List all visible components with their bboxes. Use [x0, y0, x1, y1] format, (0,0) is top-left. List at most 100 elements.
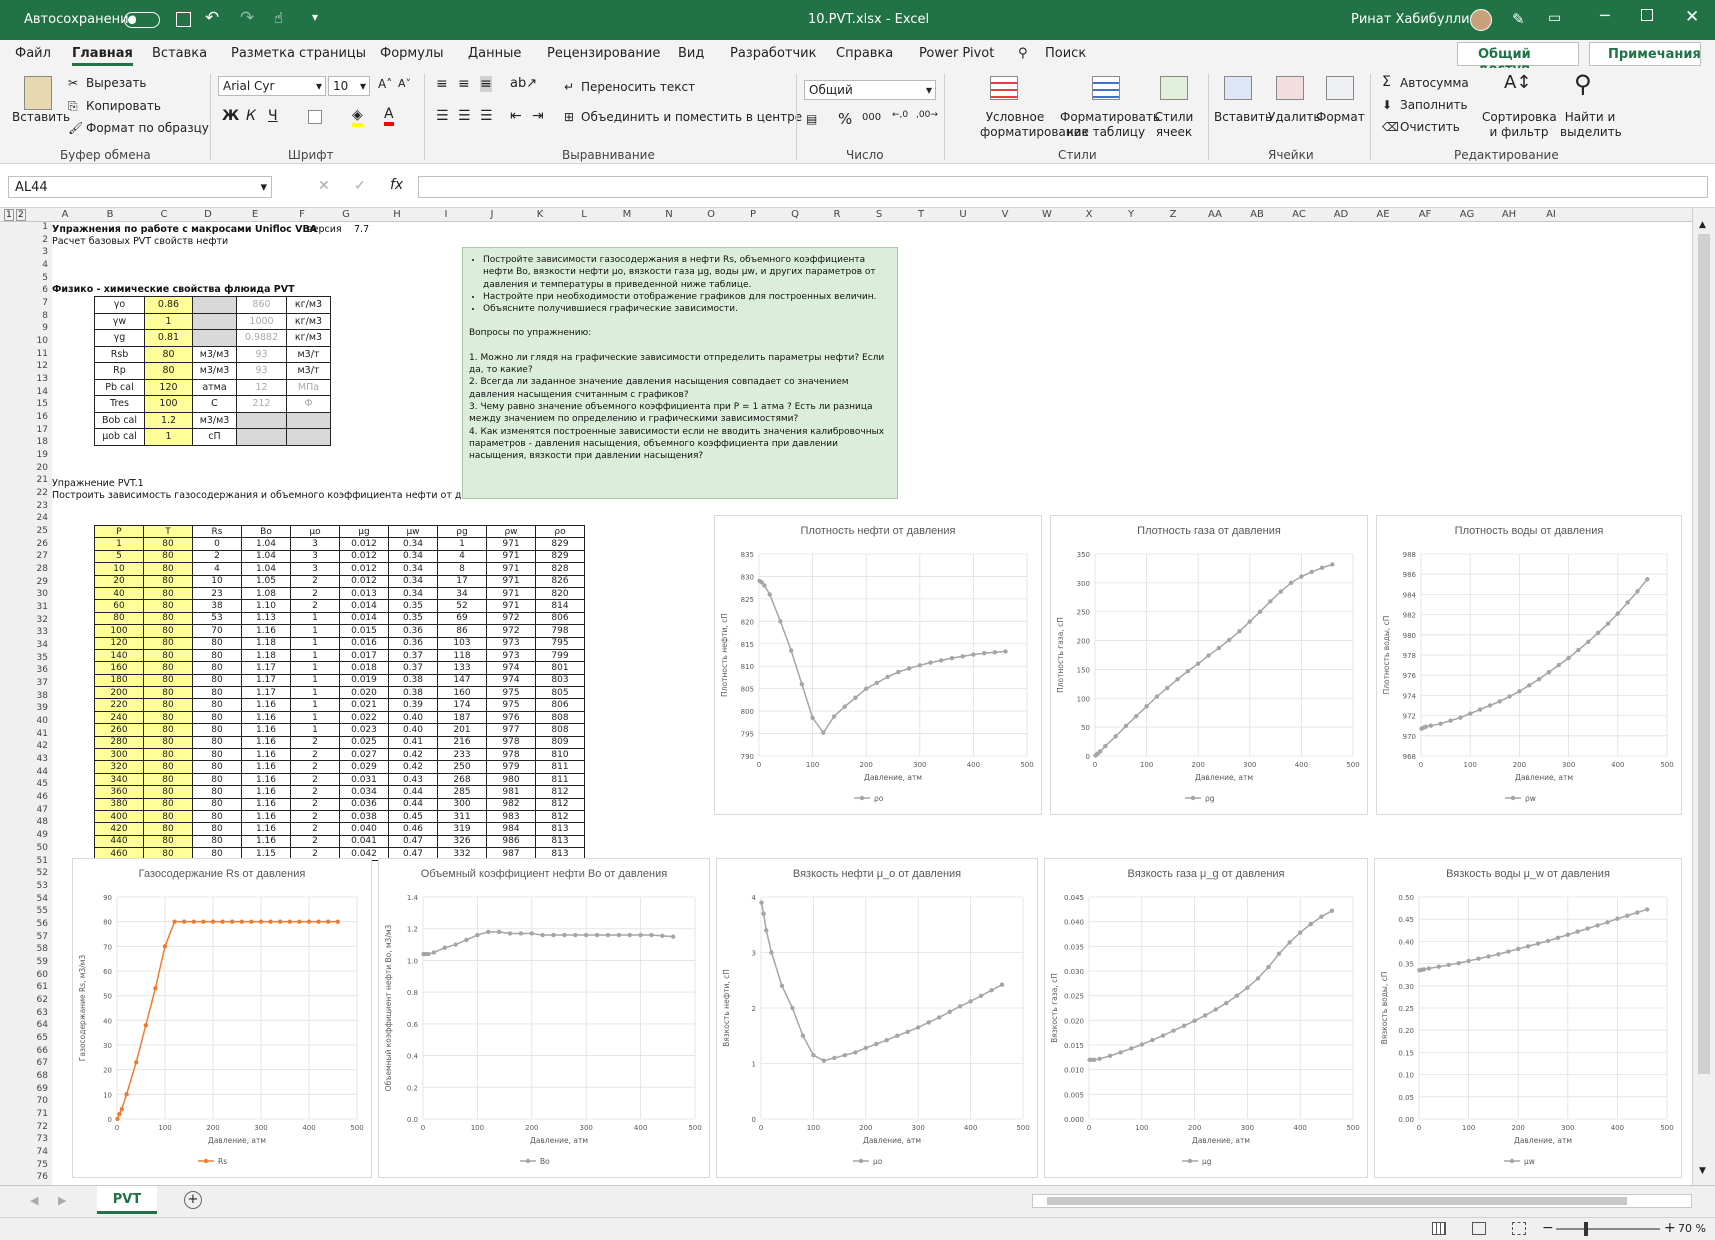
- table-cell[interactable]: 808: [535, 723, 585, 737]
- row-header[interactable]: 12: [36, 361, 48, 372]
- row-header[interactable]: 49: [36, 830, 48, 841]
- props-cell[interactable]: γg: [94, 329, 145, 347]
- table-cell[interactable]: 260: [94, 723, 144, 737]
- autosum-icon[interactable]: Σ: [1382, 74, 1391, 90]
- tab-power-pivot[interactable]: Power Pivot: [919, 46, 995, 61]
- column-header[interactable]: U: [959, 209, 967, 220]
- chart-gas-viscosity[interactable]: Вязкость газа μ_g от давления 0.000 0.005 0…: [1044, 858, 1368, 1178]
- table-cell[interactable]: 103: [437, 636, 487, 650]
- number-format-select[interactable]: Общий ▾: [804, 80, 936, 100]
- row-header[interactable]: 37: [36, 678, 48, 689]
- table-cell[interactable]: 2: [290, 599, 340, 613]
- merge-icon[interactable]: ⊞: [564, 110, 575, 124]
- props-cell[interactable]: кг/м3: [286, 312, 331, 330]
- chart-water-viscosity[interactable]: Вязкость воды μ_w от давления 0.00 0.05 0.1…: [1374, 858, 1682, 1178]
- table-cell[interactable]: 80: [143, 785, 193, 799]
- table-cell[interactable]: 0.35: [388, 611, 438, 626]
- table-cell[interactable]: 0.40: [388, 723, 438, 737]
- tab-file[interactable]: Файл: [15, 46, 51, 61]
- row-header[interactable]: 55: [36, 906, 48, 917]
- table-cell[interactable]: 0.43: [388, 772, 438, 787]
- row-header[interactable]: 65: [36, 1032, 48, 1043]
- column-header[interactable]: A: [61, 209, 69, 220]
- table-cell[interactable]: 0.42: [388, 748, 438, 762]
- table-cell[interactable]: 220: [94, 698, 144, 712]
- minimize-icon[interactable]: ─: [1600, 6, 1610, 25]
- row-header[interactable]: 62: [36, 994, 48, 1005]
- column-header-cell[interactable]: μg: [339, 524, 389, 539]
- table-cell[interactable]: 5: [94, 549, 144, 564]
- table-cell[interactable]: 820: [535, 586, 585, 601]
- table-cell[interactable]: 326: [437, 834, 487, 849]
- table-cell[interactable]: 809: [535, 735, 585, 750]
- bold-button[interactable]: Ж: [222, 108, 240, 124]
- table-cell[interactable]: 160: [94, 661, 144, 675]
- props-cell[interactable]: 80: [144, 362, 193, 380]
- table-cell[interactable]: 0.35: [388, 599, 438, 613]
- table-cell[interactable]: 971: [486, 574, 536, 588]
- table-cell[interactable]: 187: [437, 710, 487, 725]
- table-cell[interactable]: 1.10: [241, 599, 291, 613]
- cell-styles-button[interactable]: Стили ячеек: [1154, 110, 1194, 139]
- table-cell[interactable]: 80: [143, 611, 193, 626]
- table-cell[interactable]: 1.16: [241, 735, 291, 750]
- table-cell[interactable]: 1.04: [241, 562, 291, 576]
- row-header[interactable]: 5: [42, 272, 48, 283]
- props-cell[interactable]: 120: [144, 378, 193, 396]
- props-cell[interactable]: [236, 411, 287, 429]
- table-cell[interactable]: 976: [486, 710, 536, 725]
- table-cell[interactable]: 1: [290, 648, 340, 663]
- table-cell[interactable]: 80: [192, 673, 242, 688]
- page-layout-icon[interactable]: [1472, 1222, 1486, 1235]
- table-cell[interactable]: 2: [290, 586, 340, 601]
- row-header[interactable]: 56: [36, 918, 48, 929]
- row-header[interactable]: 63: [36, 1007, 48, 1018]
- autosave-toggle[interactable]: [124, 12, 160, 28]
- save-icon[interactable]: [176, 12, 191, 27]
- column-header-cell[interactable]: ρw: [486, 524, 536, 539]
- row-header[interactable]: 31: [36, 602, 48, 613]
- props-cell[interactable]: 212: [236, 395, 287, 413]
- column-header[interactable]: O: [707, 209, 715, 220]
- props-cell[interactable]: 0.86: [144, 296, 193, 314]
- table-cell[interactable]: 0.019: [339, 673, 389, 688]
- table-cell[interactable]: 813: [535, 822, 585, 836]
- table-cell[interactable]: 0.034: [339, 785, 389, 799]
- align-center-icon[interactable]: ☰: [458, 108, 471, 124]
- row-header[interactable]: 25: [36, 526, 48, 537]
- table-cell[interactable]: 38: [192, 599, 242, 613]
- props-cell[interactable]: Tres: [94, 395, 145, 413]
- table-cell[interactable]: 52: [437, 599, 487, 613]
- next-sheet-icon[interactable]: ▶: [58, 1194, 67, 1207]
- table-cell[interactable]: 829: [535, 549, 585, 564]
- column-header-cell[interactable]: ρo: [535, 524, 585, 539]
- props-cell[interactable]: 93: [236, 362, 287, 380]
- table-cell[interactable]: 0.041: [339, 834, 389, 849]
- cut-icon[interactable]: ✂: [68, 76, 79, 90]
- table-cell[interactable]: 80: [143, 673, 193, 688]
- row-header[interactable]: 16: [36, 412, 48, 423]
- table-cell[interactable]: 0.012: [339, 549, 389, 564]
- table-cell[interactable]: 814: [535, 599, 585, 613]
- table-cell[interactable]: 1.16: [241, 785, 291, 799]
- table-cell[interactable]: 0.040: [339, 822, 389, 836]
- redo-icon[interactable]: ↷: [240, 8, 255, 28]
- column-header[interactable]: G: [342, 209, 350, 220]
- table-cell[interactable]: 1: [94, 537, 144, 551]
- table-cell[interactable]: 80: [143, 648, 193, 663]
- table-cell[interactable]: 2: [290, 797, 340, 812]
- row-header[interactable]: 39: [36, 703, 48, 714]
- table-cell[interactable]: 2: [290, 574, 340, 588]
- props-cell[interactable]: γw: [94, 312, 145, 330]
- column-header[interactable]: X: [1085, 209, 1093, 220]
- props-cell[interactable]: м3/м3: [192, 411, 237, 429]
- table-cell[interactable]: 10: [192, 574, 242, 588]
- table-cell[interactable]: 300: [94, 748, 144, 762]
- row-header[interactable]: 61: [36, 982, 48, 993]
- table-cell[interactable]: 1.18: [241, 648, 291, 663]
- table-cell[interactable]: 340: [94, 772, 144, 787]
- table-cell[interactable]: 80: [192, 797, 242, 812]
- table-cell[interactable]: 1: [290, 661, 340, 675]
- table-cell[interactable]: 80: [192, 785, 242, 799]
- paste-button[interactable]: Вставить: [12, 110, 71, 124]
